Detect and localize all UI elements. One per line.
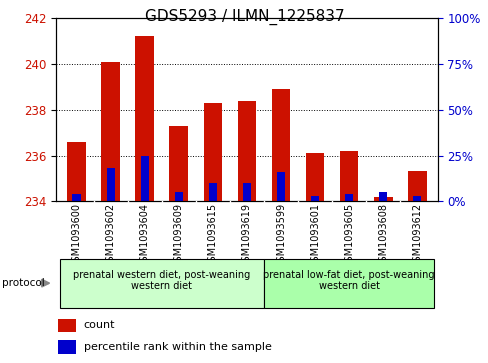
Bar bbox=[72, 194, 81, 201]
Bar bbox=[344, 194, 353, 201]
Bar bbox=[101, 62, 120, 201]
Bar bbox=[378, 192, 386, 201]
Bar bbox=[135, 37, 154, 201]
Bar bbox=[106, 168, 115, 201]
Bar bbox=[407, 171, 426, 201]
Text: protocol: protocol bbox=[2, 278, 45, 288]
Bar bbox=[60, 258, 264, 308]
Text: prenatal western diet, post-weaning
western diet: prenatal western diet, post-weaning west… bbox=[73, 270, 250, 291]
Text: GSM1093605: GSM1093605 bbox=[344, 203, 353, 268]
Text: GSM1093600: GSM1093600 bbox=[72, 203, 81, 268]
Bar bbox=[237, 101, 256, 201]
Bar bbox=[264, 258, 433, 308]
Text: GSM1093609: GSM1093609 bbox=[173, 203, 183, 268]
Text: GSM1093604: GSM1093604 bbox=[140, 203, 149, 268]
Bar bbox=[169, 126, 188, 201]
Bar bbox=[58, 340, 76, 354]
Bar bbox=[58, 319, 76, 332]
Bar bbox=[174, 192, 183, 201]
Text: GSM1093619: GSM1093619 bbox=[242, 203, 251, 268]
Text: count: count bbox=[83, 321, 115, 330]
Text: GSM1093602: GSM1093602 bbox=[105, 203, 116, 268]
Bar bbox=[305, 153, 324, 201]
Text: GSM1093601: GSM1093601 bbox=[309, 203, 320, 268]
Bar bbox=[276, 172, 285, 201]
Bar bbox=[373, 197, 392, 201]
Bar bbox=[67, 142, 86, 201]
Bar bbox=[208, 183, 217, 201]
Text: GSM1093612: GSM1093612 bbox=[411, 203, 421, 268]
Text: GDS5293 / ILMN_1225837: GDS5293 / ILMN_1225837 bbox=[144, 9, 344, 25]
Text: percentile rank within the sample: percentile rank within the sample bbox=[83, 342, 271, 352]
Bar bbox=[271, 89, 290, 201]
Bar bbox=[339, 151, 358, 201]
Text: GSM1093599: GSM1093599 bbox=[275, 203, 285, 268]
Text: GSM1093615: GSM1093615 bbox=[207, 203, 218, 268]
Bar bbox=[140, 156, 149, 201]
Bar bbox=[310, 196, 319, 201]
Bar bbox=[412, 196, 421, 201]
Bar bbox=[203, 103, 222, 201]
Text: prenatal low-fat diet, post-weaning
western diet: prenatal low-fat diet, post-weaning west… bbox=[263, 270, 434, 291]
Text: GSM1093608: GSM1093608 bbox=[377, 203, 387, 268]
Bar bbox=[242, 183, 251, 201]
